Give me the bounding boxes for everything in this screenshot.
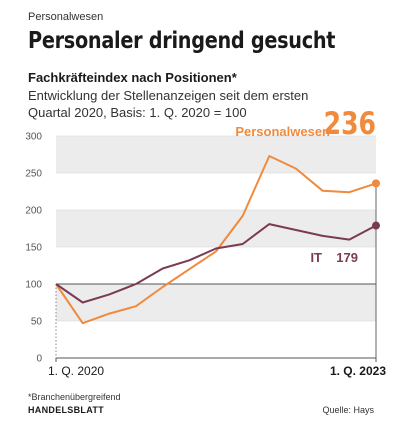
kicker: Personalwesen — [28, 11, 104, 23]
y-tick-label: 100 — [25, 280, 42, 291]
end-point-it — [372, 221, 380, 230]
series-label-personalwesen: Personalwesen — [235, 124, 330, 139]
headline: Personaler dringend gesucht — [28, 28, 336, 54]
source-value: Hays — [353, 405, 374, 415]
source: Quelle: Hays — [322, 405, 374, 415]
grid-band — [56, 136, 376, 173]
y-tick-label: 50 — [31, 317, 43, 328]
x-tick-label: 1. Q. 2020 — [48, 364, 104, 378]
series-line-it — [55, 223, 377, 304]
y-tick-label: 0 — [36, 354, 42, 365]
end-value-personalwesen: 236 — [324, 106, 376, 142]
y-tick-label: 150 — [25, 243, 42, 254]
y-tick-label: 250 — [25, 169, 42, 180]
footnote: *Branchenübergreifend — [28, 392, 121, 402]
end-value-it: 179 — [336, 250, 358, 265]
series-line-personalwesen — [55, 155, 377, 325]
brand-logo: HANDELSBLATT — [28, 405, 104, 415]
chart-subtitle: Entwicklung der Stellenanzeigen seit dem… — [28, 88, 309, 120]
y-tick-label: 300 — [25, 132, 42, 143]
chart-title: Fachkräfteindex nach Positionen* — [28, 70, 237, 85]
source-label: Quelle: — [322, 405, 351, 415]
grid-band — [56, 284, 376, 321]
x-tick-label: 1. Q. 2023 — [330, 364, 386, 378]
series-label-it: IT — [310, 250, 322, 265]
y-tick-label: 200 — [25, 206, 42, 217]
end-point-personalwesen — [372, 179, 380, 188]
grid-band — [56, 210, 376, 247]
